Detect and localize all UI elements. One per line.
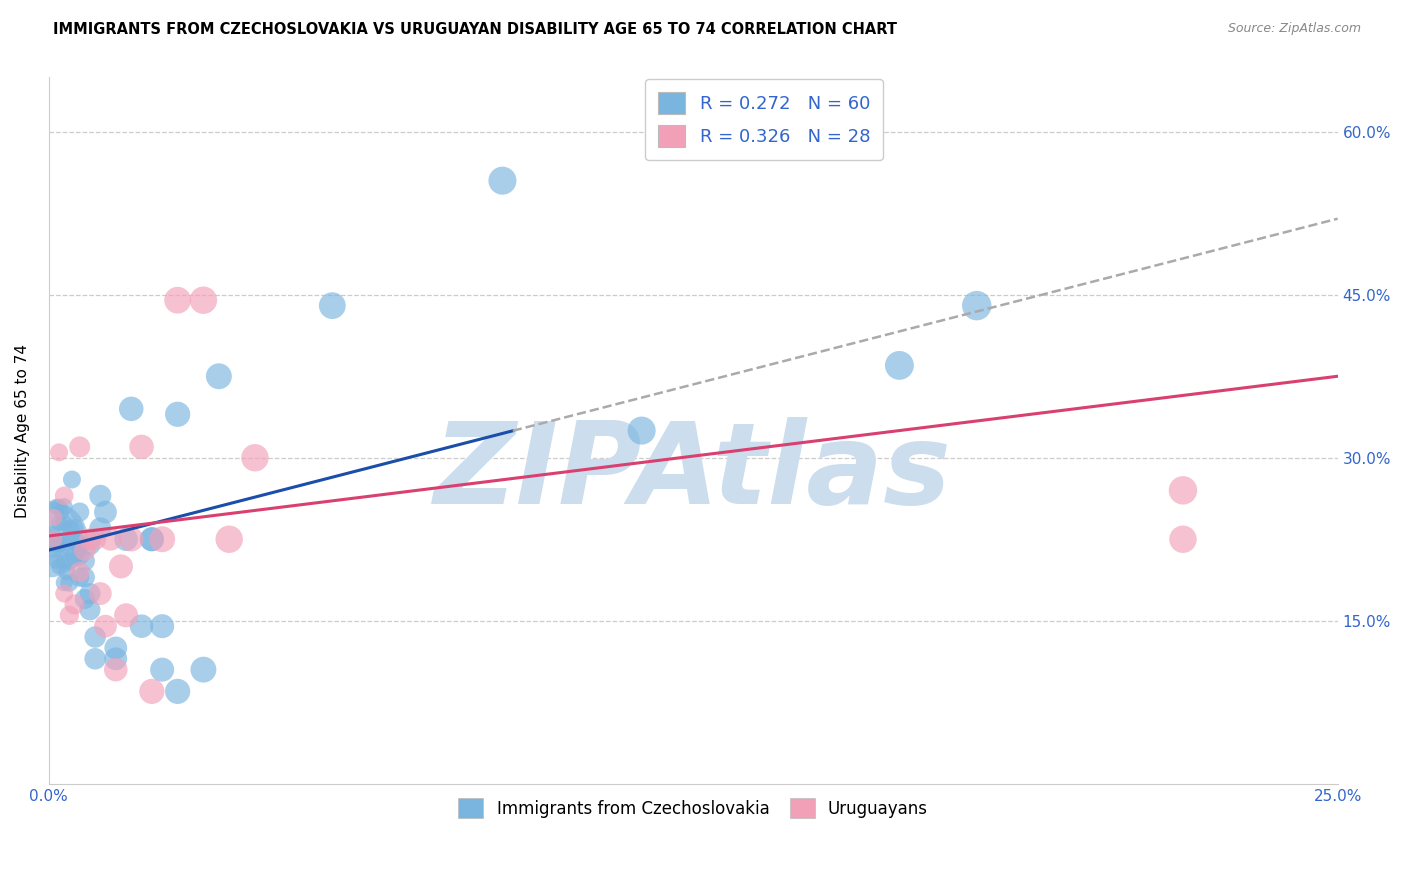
Point — [150, 663, 173, 677]
Point — [45, 554, 67, 568]
Point — [42, 510, 65, 524]
Point — [110, 559, 132, 574]
Point — [966, 299, 988, 313]
Point — [141, 684, 163, 698]
Point — [58, 554, 80, 568]
Point — [115, 608, 138, 623]
Point — [63, 598, 86, 612]
Text: ZIPAtlas: ZIPAtlas — [434, 417, 952, 528]
Point — [84, 652, 107, 666]
Point — [141, 533, 163, 547]
Point — [53, 500, 76, 514]
Point — [104, 652, 127, 666]
Point — [63, 533, 86, 547]
Point — [60, 473, 83, 487]
Point — [63, 549, 86, 563]
Point — [166, 407, 188, 421]
Point — [208, 369, 231, 384]
Point — [69, 570, 91, 584]
Point — [166, 293, 188, 308]
Point — [42, 526, 65, 541]
Point — [69, 440, 91, 454]
Point — [53, 489, 76, 503]
Point — [73, 592, 96, 607]
Point — [94, 619, 117, 633]
Point — [42, 543, 65, 558]
Point — [166, 684, 188, 698]
Point — [49, 538, 72, 552]
Point — [89, 489, 111, 503]
Point — [889, 359, 911, 373]
Point — [63, 521, 86, 535]
Point — [94, 505, 117, 519]
Point — [38, 533, 60, 547]
Point — [69, 565, 91, 579]
Point — [58, 533, 80, 547]
Point — [120, 533, 142, 547]
Point — [48, 500, 70, 514]
Point — [150, 619, 173, 633]
Point — [69, 549, 91, 563]
Point — [73, 554, 96, 568]
Text: IMMIGRANTS FROM CZECHOSLOVAKIA VS URUGUAYAN DISABILITY AGE 65 TO 74 CORRELATION : IMMIGRANTS FROM CZECHOSLOVAKIA VS URUGUA… — [53, 22, 897, 37]
Point — [218, 533, 240, 547]
Point — [45, 500, 67, 514]
Point — [100, 533, 122, 547]
Point — [51, 505, 73, 519]
Point — [79, 586, 101, 600]
Point — [53, 554, 76, 568]
Point — [53, 516, 76, 530]
Point — [104, 640, 127, 655]
Point — [150, 533, 173, 547]
Point — [48, 445, 70, 459]
Legend: Immigrants from Czechoslovakia, Uruguayans: Immigrants from Czechoslovakia, Uruguaya… — [451, 791, 935, 825]
Y-axis label: Disability Age 65 to 74: Disability Age 65 to 74 — [15, 343, 30, 517]
Point — [79, 533, 101, 547]
Point — [42, 533, 65, 547]
Point — [193, 293, 215, 308]
Point — [44, 538, 66, 552]
Point — [104, 663, 127, 677]
Point — [53, 538, 76, 552]
Point — [141, 533, 163, 547]
Point — [48, 538, 70, 552]
Point — [58, 575, 80, 590]
Point — [59, 521, 82, 535]
Point — [73, 570, 96, 584]
Point — [53, 586, 76, 600]
Point — [131, 440, 153, 454]
Point — [41, 533, 63, 547]
Point — [243, 450, 266, 465]
Point — [84, 630, 107, 644]
Point — [89, 586, 111, 600]
Point — [1171, 483, 1194, 498]
Point — [89, 521, 111, 535]
Point — [115, 533, 138, 547]
Point — [79, 538, 101, 552]
Point — [56, 565, 79, 579]
Point — [84, 533, 107, 547]
Point — [73, 543, 96, 558]
Point — [48, 516, 70, 530]
Point — [53, 575, 76, 590]
Point — [1171, 533, 1194, 547]
Point — [491, 174, 513, 188]
Point — [69, 505, 91, 519]
Point — [193, 663, 215, 677]
Point — [630, 424, 652, 438]
Text: Source: ZipAtlas.com: Source: ZipAtlas.com — [1227, 22, 1361, 36]
Point — [120, 401, 142, 416]
Point — [321, 299, 343, 313]
Point — [48, 559, 70, 574]
Point — [58, 608, 80, 623]
Point — [131, 619, 153, 633]
Point — [79, 603, 101, 617]
Point — [69, 538, 91, 552]
